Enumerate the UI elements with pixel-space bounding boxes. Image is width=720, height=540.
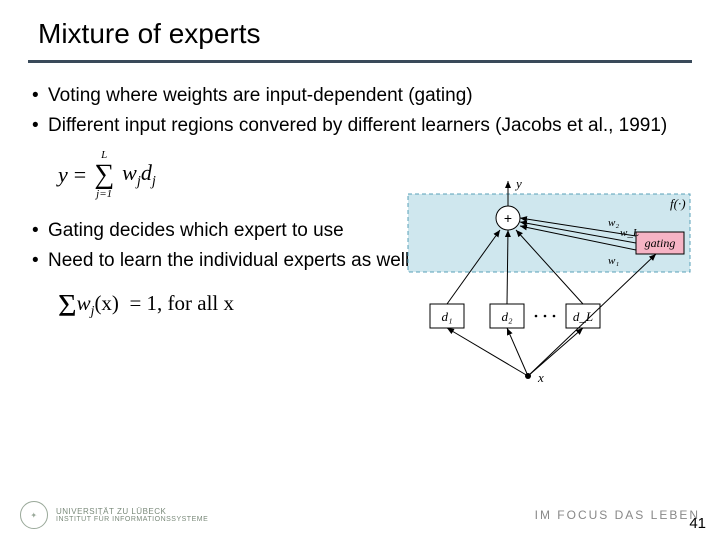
footer-motto: IM FOCUS DAS LEBEN	[535, 508, 700, 522]
expert-d1: d₁	[430, 304, 464, 328]
sigma-icon: ∑	[94, 161, 114, 189]
w-label: w₂	[608, 217, 619, 229]
x-edge	[507, 328, 528, 376]
bullet-text: Different input regions convered by diff…	[48, 113, 692, 139]
bullet-text: Gating decides which expert to use	[48, 218, 388, 244]
x-label: x	[537, 370, 544, 385]
uni-line2: INSTITUT FÜR INFORMATIONSSYSTEME	[56, 516, 208, 523]
formula-eq: =	[74, 160, 86, 190]
university-seal-icon: ✦	[20, 501, 48, 529]
plus-icon: +	[504, 210, 512, 226]
bullet-1: • Voting where weights are input-depende…	[28, 83, 692, 109]
bullet-dot: •	[28, 113, 48, 139]
uni-line1: UNIVERSITÄT ZU LÜBECK	[56, 507, 208, 516]
bullet-text: Voting where weights are input-dependent…	[48, 83, 692, 109]
ellipsis-dot	[544, 315, 547, 318]
f-label: f(·)	[670, 196, 686, 211]
sigma-icon: Σ	[58, 287, 77, 323]
summation: L ∑ j=1	[94, 150, 114, 200]
bullet-dot: •	[28, 83, 48, 109]
y-label: y	[514, 176, 522, 191]
w-label: w₁	[608, 255, 619, 267]
gating-label: gating	[645, 236, 676, 250]
formula-lhs: y	[58, 160, 68, 190]
university-text: UNIVERSITÄT ZU LÜBECK INSTITUT FÜR INFOR…	[56, 507, 208, 523]
svg-text:d₂: d₂	[501, 309, 513, 324]
sum-lower: j=1	[96, 189, 112, 200]
slide-title: Mixture of experts	[28, 18, 692, 50]
svg-text:d₁: d₁	[441, 309, 452, 324]
footer: ✦ UNIVERSITÄT ZU LÜBECK INSTITUT FÜR INF…	[0, 498, 720, 532]
formula-term: wjdj	[122, 158, 156, 192]
title-underline	[28, 60, 692, 63]
ellipsis-dot	[535, 315, 538, 318]
page-number: 41	[689, 515, 706, 532]
x-edge	[447, 328, 528, 376]
footer-left: ✦ UNIVERSITÄT ZU LÜBECK INSTITUT FÜR INF…	[20, 501, 208, 529]
slide: Mixture of experts • Voting where weight…	[0, 0, 720, 540]
bullet-dot: •	[28, 248, 48, 274]
ellipsis-dot	[553, 315, 556, 318]
expert-dL: d_L	[566, 304, 600, 328]
expert-d2: d₂	[490, 304, 524, 328]
w-label: w_L	[620, 227, 639, 239]
bullet-dot: •	[28, 218, 48, 244]
bullet-2: • Different input regions convered by di…	[28, 113, 692, 139]
moe-diagram: f(·) y + gating w₂ w₁ w_L d₁ d₂ d_L	[398, 176, 698, 406]
